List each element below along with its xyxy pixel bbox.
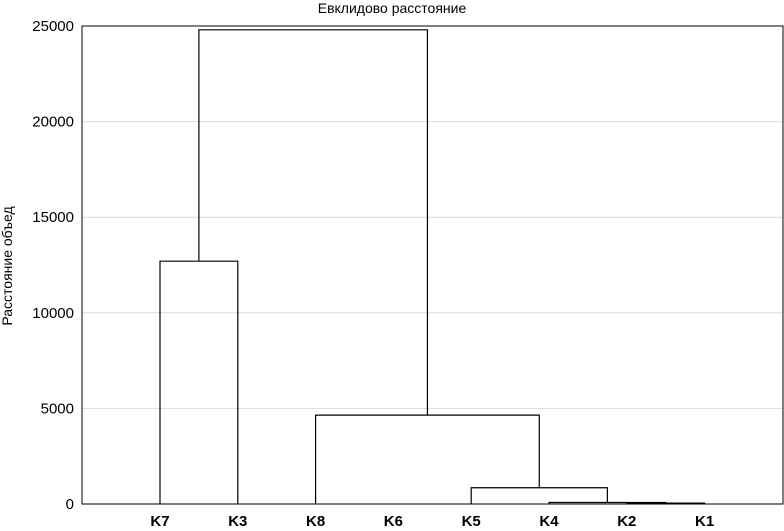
leaf-label-k8: K8	[306, 513, 325, 530]
merge-link-4	[315, 414, 540, 504]
leaf-label-k4: K4	[539, 513, 559, 530]
leaf-label-k7: K7	[150, 513, 169, 530]
chart-title: Евклидово расстояние	[318, 0, 467, 16]
leaf-label-k2: K2	[617, 513, 636, 530]
y-tick-labels: 0 5000 10000 15000 20000 25000	[32, 18, 74, 513]
y-axis-label: Расстояние объед	[0, 206, 15, 325]
x-tick-labels: K7 K3 K8 K6 K5 K4 K2 K1	[150, 513, 714, 530]
leaf-label-k5: K5	[462, 513, 481, 530]
merge-link-3	[470, 487, 608, 504]
y-tick-label: 5000	[41, 400, 74, 417]
leaf-label-k6: K6	[384, 513, 403, 530]
dendrogram-links	[159, 29, 706, 504]
merge-link-6	[198, 29, 429, 416]
leaf-label-k3: K3	[228, 513, 247, 530]
y-tick-label: 20000	[32, 114, 74, 131]
y-tick-label: 25000	[32, 18, 74, 35]
plot-frame	[81, 25, 784, 505]
y-tick-label: 0	[66, 496, 74, 513]
leaf-label-k1: K1	[695, 513, 714, 530]
y-tick-label: 10000	[32, 305, 74, 322]
y-tick-label: 15000	[32, 209, 74, 226]
grid-lines	[82, 121, 783, 409]
merge-link-5	[159, 260, 239, 504]
